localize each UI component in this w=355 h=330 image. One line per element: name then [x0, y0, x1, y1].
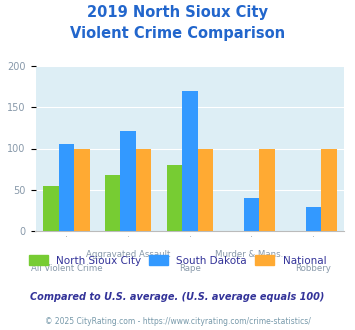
Legend: North Sioux City, South Dakota, National: North Sioux City, South Dakota, National — [25, 251, 330, 270]
Bar — [260, 148, 275, 231]
Bar — [105, 175, 120, 231]
Text: Aggravated Assault: Aggravated Assault — [86, 250, 170, 259]
Bar — [59, 144, 74, 231]
Bar — [321, 148, 337, 231]
Text: Murder & Mans...: Murder & Mans... — [215, 250, 289, 259]
Bar — [306, 207, 321, 231]
Bar — [182, 91, 198, 231]
Bar — [244, 198, 260, 231]
Bar — [136, 148, 151, 231]
Text: Violent Crime Comparison: Violent Crime Comparison — [70, 26, 285, 41]
Bar — [74, 148, 89, 231]
Bar — [198, 148, 213, 231]
Bar — [120, 131, 136, 231]
Bar — [167, 165, 182, 231]
Text: 2019 North Sioux City: 2019 North Sioux City — [87, 5, 268, 20]
Text: All Violent Crime: All Violent Crime — [31, 264, 102, 273]
Text: Rape: Rape — [179, 264, 201, 273]
Text: Compared to U.S. average. (U.S. average equals 100): Compared to U.S. average. (U.S. average … — [30, 292, 325, 302]
Bar — [43, 185, 59, 231]
Text: © 2025 CityRating.com - https://www.cityrating.com/crime-statistics/: © 2025 CityRating.com - https://www.city… — [45, 317, 310, 326]
Text: Robbery: Robbery — [295, 264, 332, 273]
